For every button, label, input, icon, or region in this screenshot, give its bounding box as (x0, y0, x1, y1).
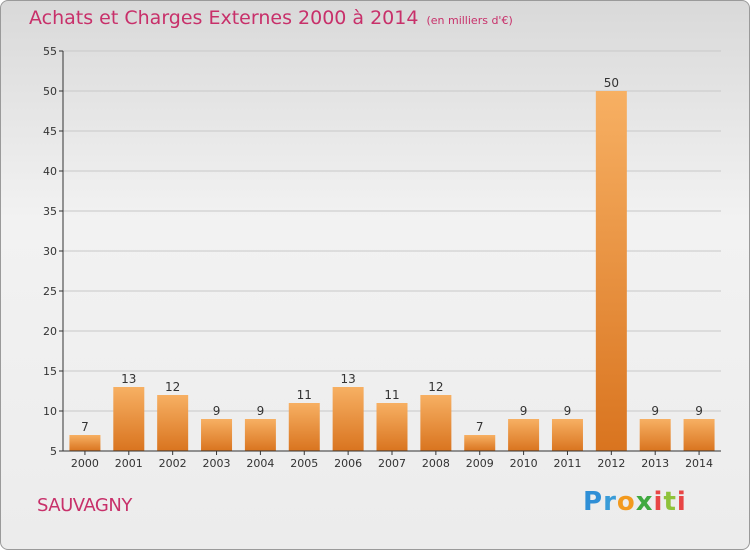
y-tick-label: 25 (43, 285, 57, 298)
data-label: 11 (384, 388, 399, 402)
chart-title: Achats et Charges Externes 2000 à 2014 (e… (29, 7, 513, 29)
bars (69, 91, 715, 451)
bar-2008 (420, 395, 452, 451)
bar-2001 (113, 387, 145, 451)
bar-2002 (157, 395, 189, 451)
data-label: 13 (121, 372, 136, 386)
bar-2006 (332, 387, 364, 451)
x-tick-label: 2002 (159, 457, 187, 470)
data-label: 50 (604, 76, 619, 90)
bar-2003 (201, 419, 233, 451)
x-tick-label: 2009 (466, 457, 494, 470)
data-label: 9 (651, 404, 659, 418)
chart-title-text: Achats et Charges Externes 2000 à 2014 (29, 7, 419, 29)
x-tick-label: 2008 (422, 457, 450, 470)
y-tick-label: 5 (50, 445, 57, 458)
y-tick-label: 20 (43, 325, 57, 338)
data-label: 9 (213, 404, 221, 418)
bar-2011 (551, 419, 583, 451)
y-tick-label: 10 (43, 405, 57, 418)
x-tick-label: 2000 (71, 457, 99, 470)
y-tick-label: 15 (43, 365, 57, 378)
proxiti-logo: Proxiti (583, 487, 687, 517)
data-label: 11 (297, 388, 312, 402)
labels: 5 10 15 20 25 30 35 40 45 50 55 7 2000 13 2001 12 2002 9 2… (43, 45, 713, 470)
y-tick-label: 55 (43, 45, 57, 58)
data-label: 9 (695, 404, 703, 418)
data-label: 7 (81, 420, 89, 434)
x-tick-label: 2010 (510, 457, 538, 470)
bar-2012 (595, 91, 627, 451)
y-tick-label: 45 (43, 125, 57, 138)
data-label: 7 (476, 420, 484, 434)
bar-2000 (69, 435, 101, 451)
y-tick-label: 40 (43, 165, 57, 178)
x-tick-label: 2004 (246, 457, 274, 470)
data-label: 13 (340, 372, 355, 386)
x-tick-label: 2005 (290, 457, 318, 470)
data-label: 12 (428, 380, 443, 394)
y-tick-label: 30 (43, 245, 57, 258)
x-tick-label: 2003 (203, 457, 231, 470)
y-tick-label: 50 (43, 85, 57, 98)
data-label: 9 (520, 404, 528, 418)
data-label: 9 (257, 404, 265, 418)
x-tick-label: 2014 (685, 457, 713, 470)
commune-name: SAUVAGNY (37, 495, 132, 516)
x-tick-label: 2012 (597, 457, 625, 470)
bar-2010 (508, 419, 540, 451)
x-tick-label: 2001 (115, 457, 143, 470)
bar-2004 (244, 419, 276, 451)
x-tick-label: 2013 (641, 457, 669, 470)
data-label: 12 (165, 380, 180, 394)
bar-2005 (288, 403, 320, 451)
y-tick-label: 35 (43, 205, 57, 218)
bar-2014 (683, 419, 715, 451)
data-label: 9 (564, 404, 572, 418)
axes (59, 50, 721, 455)
bar-2007 (376, 403, 408, 451)
bar-2009 (464, 435, 496, 451)
chart-subtitle: (en milliers d'€) (426, 14, 513, 27)
x-tick-label: 2011 (553, 457, 581, 470)
bar-2013 (639, 419, 671, 451)
x-tick-label: 2006 (334, 457, 362, 470)
x-tick-label: 2007 (378, 457, 406, 470)
